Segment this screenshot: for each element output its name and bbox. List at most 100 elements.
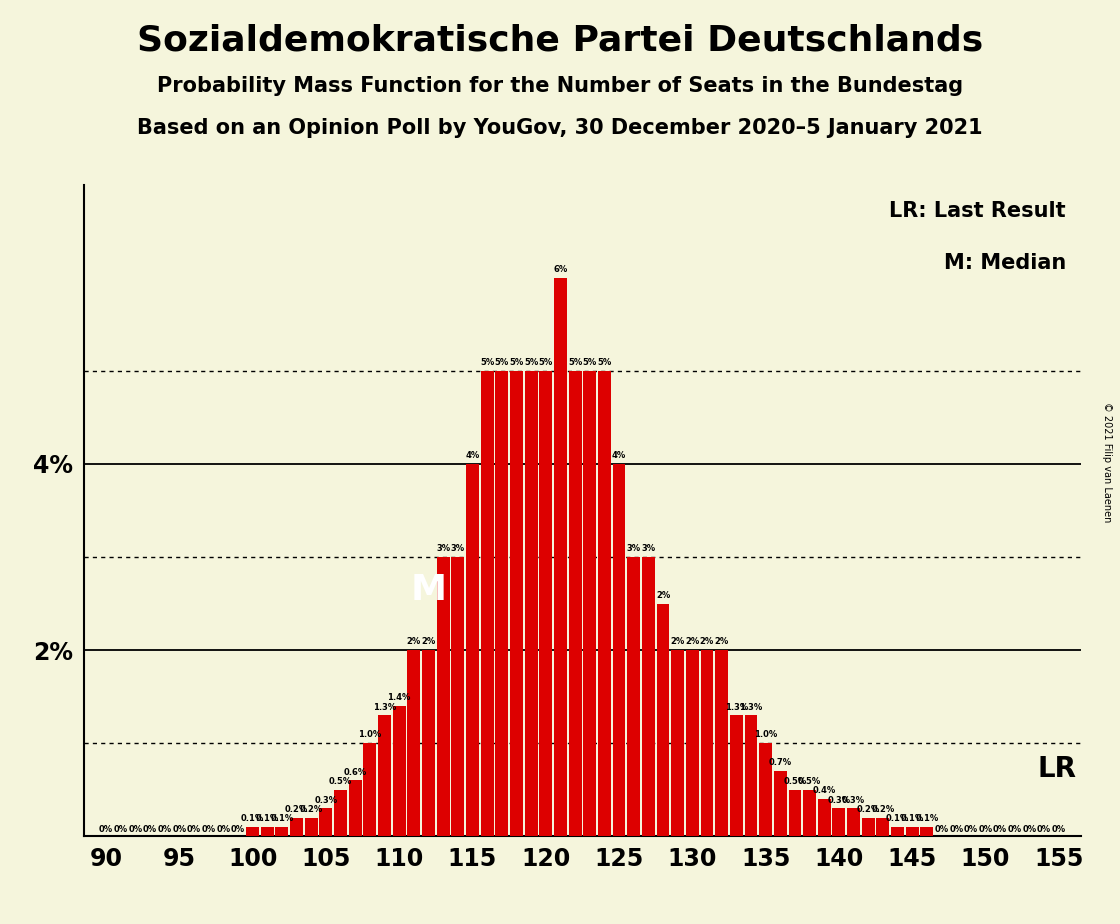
Text: LR: LR: [1037, 755, 1076, 784]
Bar: [847, 808, 860, 836]
Text: 0.4%: 0.4%: [813, 786, 836, 796]
Text: 0.3%: 0.3%: [828, 796, 850, 805]
Bar: [745, 715, 757, 836]
Text: 5%: 5%: [539, 359, 553, 367]
Text: 5%: 5%: [582, 359, 597, 367]
Text: 0.1%: 0.1%: [270, 814, 293, 823]
Text: 0.5%: 0.5%: [797, 777, 821, 786]
Text: 2%: 2%: [715, 638, 729, 647]
Text: 3%: 3%: [436, 544, 450, 553]
Bar: [584, 371, 596, 836]
Text: 0%: 0%: [1037, 825, 1052, 834]
Bar: [613, 464, 625, 836]
Bar: [861, 818, 875, 836]
Bar: [540, 371, 552, 836]
Text: 0%: 0%: [158, 825, 171, 834]
Bar: [892, 827, 904, 836]
Bar: [510, 371, 523, 836]
Text: 0.3%: 0.3%: [842, 796, 865, 805]
Text: 0%: 0%: [934, 825, 949, 834]
Bar: [246, 827, 259, 836]
Text: 2%: 2%: [656, 590, 670, 600]
Bar: [656, 603, 670, 836]
Text: 2%: 2%: [407, 638, 421, 647]
Text: 3%: 3%: [627, 544, 641, 553]
Bar: [759, 743, 772, 836]
Text: 2%: 2%: [421, 638, 436, 647]
Bar: [480, 371, 494, 836]
Bar: [832, 808, 846, 836]
Text: 0.1%: 0.1%: [900, 814, 924, 823]
Text: 4%: 4%: [465, 451, 479, 460]
Text: 0%: 0%: [172, 825, 186, 834]
Text: 2%: 2%: [671, 638, 684, 647]
Text: 1.3%: 1.3%: [373, 702, 396, 711]
Bar: [803, 790, 816, 836]
Text: 5%: 5%: [597, 359, 612, 367]
Text: 0.1%: 0.1%: [886, 814, 909, 823]
Bar: [466, 464, 479, 836]
Bar: [451, 557, 465, 836]
Text: 5%: 5%: [480, 359, 494, 367]
Text: 0.2%: 0.2%: [871, 805, 895, 814]
Text: 0%: 0%: [993, 825, 1007, 834]
Bar: [671, 650, 684, 836]
Text: 5%: 5%: [524, 359, 539, 367]
Bar: [408, 650, 420, 836]
Text: 1.0%: 1.0%: [358, 731, 382, 739]
Text: 0.6%: 0.6%: [344, 768, 367, 777]
Text: 2%: 2%: [685, 638, 700, 647]
Text: 0.3%: 0.3%: [315, 796, 337, 805]
Text: 5%: 5%: [568, 359, 582, 367]
Bar: [716, 650, 728, 836]
Text: 0%: 0%: [99, 825, 113, 834]
Text: 0%: 0%: [129, 825, 142, 834]
Bar: [685, 650, 699, 836]
Bar: [379, 715, 391, 836]
Text: Probability Mass Function for the Number of Seats in the Bundestag: Probability Mass Function for the Number…: [157, 76, 963, 96]
Text: 1.3%: 1.3%: [725, 702, 748, 711]
Text: 0%: 0%: [949, 825, 963, 834]
Text: 1.0%: 1.0%: [754, 731, 777, 739]
Bar: [921, 827, 933, 836]
Bar: [334, 790, 347, 836]
Bar: [818, 799, 831, 836]
Text: 0.5%: 0.5%: [329, 777, 352, 786]
Text: 0%: 0%: [202, 825, 216, 834]
Text: 3%: 3%: [642, 544, 655, 553]
Bar: [319, 808, 333, 836]
Bar: [363, 743, 376, 836]
Text: © 2021 Filip van Laenen: © 2021 Filip van Laenen: [1102, 402, 1111, 522]
Text: 1.4%: 1.4%: [388, 693, 411, 702]
Bar: [422, 650, 435, 836]
Text: 5%: 5%: [510, 359, 523, 367]
Bar: [569, 371, 581, 836]
Bar: [305, 818, 318, 836]
Text: 0%: 0%: [1023, 825, 1036, 834]
Text: 0.1%: 0.1%: [255, 814, 279, 823]
Bar: [393, 706, 405, 836]
Text: 0%: 0%: [964, 825, 978, 834]
Text: 0.2%: 0.2%: [299, 805, 323, 814]
Text: Based on an Opinion Poll by YouGov, 30 December 2020–5 January 2021: Based on an Opinion Poll by YouGov, 30 D…: [137, 118, 983, 139]
Text: 0%: 0%: [231, 825, 245, 834]
Text: 0.2%: 0.2%: [857, 805, 880, 814]
Text: Sozialdemokratische Partei Deutschlands: Sozialdemokratische Partei Deutschlands: [137, 23, 983, 57]
Text: M: M: [411, 573, 447, 607]
Text: 0.2%: 0.2%: [284, 805, 308, 814]
Bar: [524, 371, 538, 836]
Text: 0.1%: 0.1%: [241, 814, 264, 823]
Bar: [598, 371, 610, 836]
Text: 0%: 0%: [113, 825, 128, 834]
Text: 0%: 0%: [979, 825, 992, 834]
Text: M: Median: M: Median: [943, 253, 1066, 274]
Text: 0.1%: 0.1%: [915, 814, 939, 823]
Text: LR: Last Result: LR: Last Result: [889, 201, 1066, 221]
Text: 0%: 0%: [143, 825, 157, 834]
Bar: [261, 827, 273, 836]
Text: 0%: 0%: [1052, 825, 1066, 834]
Bar: [554, 278, 567, 836]
Bar: [495, 371, 508, 836]
Text: 0.5%: 0.5%: [783, 777, 806, 786]
Bar: [437, 557, 449, 836]
